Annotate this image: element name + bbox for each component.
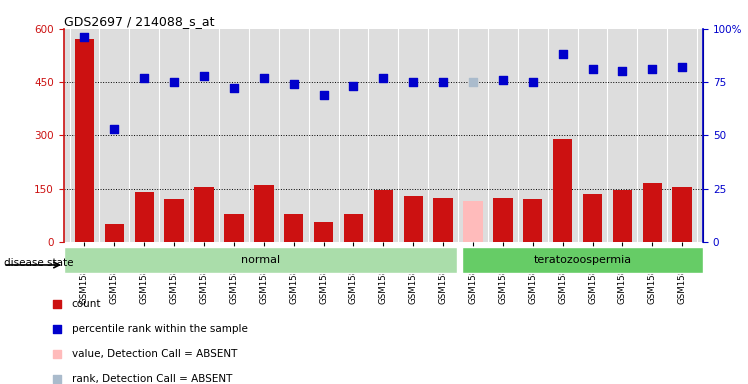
Bar bbox=[374, 190, 393, 242]
Bar bbox=[224, 214, 244, 242]
Text: teratozoospermia: teratozoospermia bbox=[533, 255, 631, 265]
Bar bbox=[493, 197, 512, 242]
Point bbox=[198, 73, 210, 79]
Point bbox=[79, 34, 91, 40]
Bar bbox=[403, 196, 423, 242]
Point bbox=[348, 83, 360, 89]
Point bbox=[485, 286, 497, 292]
Point bbox=[407, 79, 419, 85]
Bar bbox=[194, 187, 214, 242]
Bar bbox=[433, 197, 453, 242]
Point bbox=[646, 66, 658, 72]
Bar bbox=[613, 190, 632, 242]
Bar bbox=[583, 194, 602, 242]
Point bbox=[168, 79, 180, 85]
Point bbox=[485, 59, 497, 65]
Bar bbox=[135, 192, 154, 242]
Text: disease state: disease state bbox=[4, 258, 73, 268]
Point bbox=[108, 126, 120, 132]
Bar bbox=[284, 214, 304, 242]
Point bbox=[586, 66, 598, 72]
Bar bbox=[105, 224, 124, 242]
Bar bbox=[463, 201, 482, 242]
Point bbox=[228, 85, 240, 91]
Text: GDS2697 / 214088_s_at: GDS2697 / 214088_s_at bbox=[64, 15, 214, 28]
Point bbox=[318, 92, 330, 98]
Point bbox=[377, 75, 389, 81]
Bar bbox=[523, 199, 542, 242]
Bar bbox=[344, 214, 364, 242]
Text: normal: normal bbox=[241, 255, 280, 265]
Bar bbox=[314, 222, 334, 242]
Point bbox=[497, 77, 509, 83]
Point bbox=[676, 64, 688, 70]
Bar bbox=[553, 139, 572, 242]
Text: percentile rank within the sample: percentile rank within the sample bbox=[72, 324, 248, 334]
Point bbox=[557, 51, 568, 58]
Point bbox=[138, 75, 150, 81]
Point bbox=[467, 79, 479, 85]
Text: value, Detection Call = ABSENT: value, Detection Call = ABSENT bbox=[72, 349, 237, 359]
Bar bbox=[254, 185, 274, 242]
Bar bbox=[643, 183, 662, 242]
Point bbox=[258, 75, 270, 81]
Point bbox=[527, 79, 539, 85]
Bar bbox=[165, 199, 184, 242]
Bar bbox=[462, 247, 703, 273]
Text: rank, Detection Call = ABSENT: rank, Detection Call = ABSENT bbox=[72, 374, 232, 384]
Text: count: count bbox=[72, 299, 101, 309]
Bar bbox=[672, 187, 692, 242]
Point bbox=[437, 79, 449, 85]
Point bbox=[616, 68, 628, 74]
Bar bbox=[75, 40, 94, 242]
Point bbox=[288, 81, 300, 87]
Bar bbox=[64, 247, 457, 273]
